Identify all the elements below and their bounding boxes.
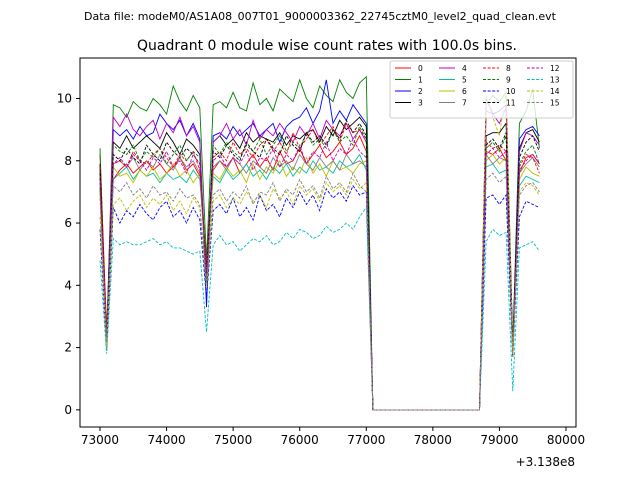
series-line-14 (99, 89, 540, 411)
plot-lines (99, 75, 540, 411)
series-line-3 (99, 116, 540, 411)
y-tick-label: 10 (57, 91, 72, 105)
chart-title: Quadrant 0 module wise count rates with … (137, 38, 517, 54)
series-line-8 (99, 122, 540, 411)
legend-label-6: 6 (462, 87, 467, 96)
legend-label-4: 4 (462, 64, 467, 73)
legend-label-1: 1 (418, 76, 423, 85)
legend-label-12: 12 (550, 64, 560, 73)
x-tick-label: 78000 (414, 433, 452, 447)
y-tick-label: 4 (64, 278, 72, 292)
x-tick-label: 80000 (547, 433, 585, 447)
x-axis: 73000 74000 75000 76000 77000 78000 79000 80000 (81, 427, 585, 447)
series-line-5 (99, 153, 540, 411)
legend-label-5: 5 (462, 76, 467, 85)
series-line-12 (99, 137, 540, 411)
series-line-1 (99, 75, 540, 411)
plot-frame (79, 57, 577, 428)
legend-label-3: 3 (418, 99, 423, 108)
series-line-2 (99, 79, 540, 411)
x-tick-label: 77000 (347, 433, 385, 447)
legend-label-15: 15 (550, 99, 560, 108)
y-tick-label: 0 (64, 403, 72, 417)
legend-label-14: 14 (550, 87, 560, 96)
legend-label-9: 9 (506, 76, 511, 85)
x-tick-label: 74000 (147, 433, 185, 447)
legend-label-13: 13 (550, 76, 560, 85)
series-line-6 (99, 153, 540, 411)
series-line-13 (99, 206, 540, 411)
legend-box (389, 60, 574, 119)
series-line-0 (99, 134, 540, 411)
legend-label-0: 0 (418, 64, 423, 73)
y-axis: 0 2 4 6 8 10 (57, 91, 80, 417)
series-line-7 (99, 153, 540, 411)
legend-label-10: 10 (506, 87, 516, 96)
y-tick-label: 2 (64, 341, 72, 355)
x-tick-label: 73000 (81, 433, 119, 447)
y-tick-label: 6 (64, 216, 72, 230)
legend-label-7: 7 (462, 99, 467, 108)
data-file-caption: Data file: modeM0/AS1A08_007T01_90000033… (84, 10, 557, 23)
series-line-10 (99, 184, 540, 411)
series-line-9 (99, 125, 540, 411)
legend-label-11: 11 (506, 99, 516, 108)
series-line-15 (99, 172, 540, 411)
x-tick-label: 79000 (480, 433, 518, 447)
x-tick-label: 75000 (214, 433, 252, 447)
x-tick-label: 76000 (281, 433, 319, 447)
x-offset-label: +3.138e8 (516, 455, 575, 469)
y-tick-label: 8 (64, 154, 72, 168)
legend-label-2: 2 (418, 87, 423, 96)
legend-label-8: 8 (506, 64, 511, 73)
